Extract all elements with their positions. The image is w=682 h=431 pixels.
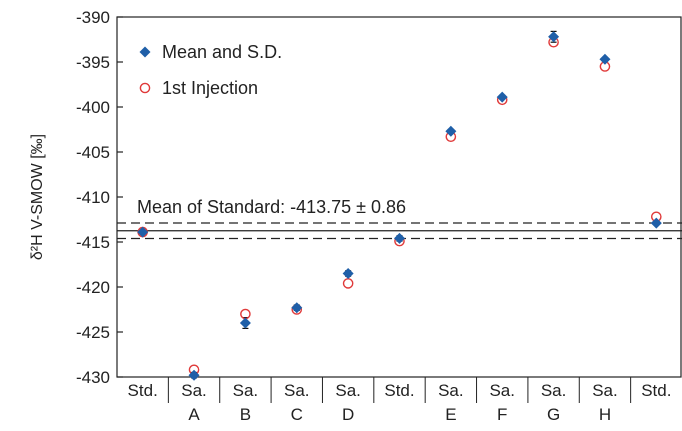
x-tick-label: C — [291, 405, 303, 424]
y-tick-label: -430 — [76, 368, 110, 387]
y-tick-label: -405 — [76, 143, 110, 162]
y-tick-label: -420 — [76, 278, 110, 297]
mean-point — [445, 125, 457, 137]
x-tick-label: G — [547, 405, 560, 424]
x-tick-label: Sa. — [489, 381, 515, 400]
mean-point — [291, 302, 303, 314]
x-tick-label: Sa. — [233, 381, 259, 400]
x-tick-label: E — [445, 405, 456, 424]
x-tick-label: H — [599, 405, 611, 424]
legend-mean-marker — [139, 46, 151, 58]
x-tick-label: Sa. — [335, 381, 361, 400]
legend-injection-marker — [139, 82, 151, 94]
y-tick-label: -400 — [76, 98, 110, 117]
y-tick-label: -415 — [76, 233, 110, 252]
legend-mean-label: Mean and S.D. — [162, 42, 282, 62]
y-axis-title: δ²H V-SMOW [‰] — [29, 134, 46, 260]
mean-point — [342, 268, 354, 279]
x-tick-label: F — [497, 405, 507, 424]
mean-point — [188, 369, 200, 381]
x-tick-label: Sa. — [284, 381, 310, 400]
x-tick-label: Std. — [128, 381, 158, 400]
x-tick-label: A — [188, 405, 200, 424]
x-tick-label: Sa. — [181, 381, 207, 400]
mean-point — [599, 53, 611, 65]
mean-point — [394, 232, 405, 244]
y-tick-label: -410 — [76, 188, 110, 207]
injection-point — [342, 278, 354, 289]
x-tick-label: Sa. — [541, 381, 567, 400]
y-tick-label: -395 — [76, 53, 110, 72]
mean-point — [239, 317, 251, 329]
x-tick-label: B — [240, 405, 251, 424]
x-tick-label: Std. — [384, 381, 414, 400]
y-tick-label: -425 — [76, 323, 110, 342]
x-tick-label: Sa. — [592, 381, 618, 400]
legend-injection-label: 1st Injection — [162, 78, 258, 98]
reference-label: Mean of Standard: -413.75 ± 0.86 — [137, 197, 406, 217]
x-tick-label: Std. — [641, 381, 671, 400]
x-tick-label: D — [342, 405, 354, 424]
mean-point — [650, 217, 662, 229]
y-tick-label: -390 — [76, 8, 110, 27]
mean-point — [496, 91, 508, 103]
x-tick-label: Sa. — [438, 381, 464, 400]
mean-point — [548, 31, 560, 43]
mean-point — [137, 226, 149, 238]
